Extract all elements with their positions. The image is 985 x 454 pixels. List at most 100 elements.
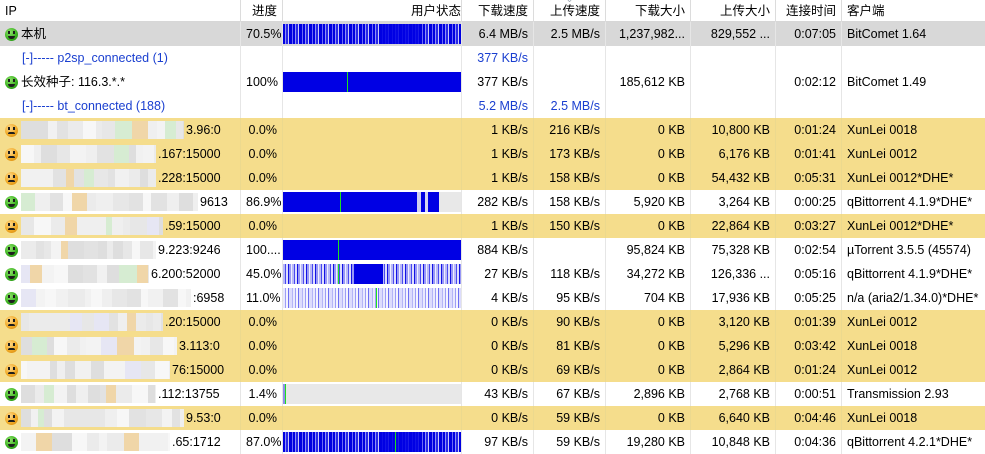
peer-rows-container[interactable]: 本机 70.5% 6.4 MB/s 2.5 MB/s 1,237,982... 829,5… (0, 22, 985, 454)
column-header-dlsize[interactable]: 下载大小 (606, 0, 691, 22)
ip-address-label: .20:15000 (165, 315, 221, 329)
ip-address-label[interactable]: [-]----- bt_connected (188) (22, 99, 166, 113)
cell-ip[interactable]: .59:15000 (0, 214, 241, 238)
column-header-ip[interactable]: IP (0, 0, 241, 22)
cell-ip[interactable]: .65:1712 (0, 430, 241, 454)
column-header-state[interactable]: 用户状态 (283, 0, 462, 22)
column-header-time[interactable]: 连接时间 (776, 0, 842, 22)
cell-ip[interactable]: 3.113:0 (0, 334, 241, 358)
cell-ip[interactable]: 6.200:52000 (0, 262, 241, 286)
table-row[interactable]: :6958 11.0% 4 KB/s 95 KB/s 704 KB 17,936 KB 0:… (0, 286, 985, 310)
column-header-ulsize[interactable]: 上传大小 (691, 0, 776, 22)
cell-ulspd: 81 KB/s (534, 334, 606, 358)
cell-prog-text: 0.0% (248, 147, 278, 161)
cell-ulspd-text: 95 KB/s (556, 291, 600, 305)
cell-ulspd-text: 158 KB/s (549, 195, 600, 209)
table-row[interactable]: 9613 86.9% 282 KB/s 158 KB/s 5,920 KB 3,264 K… (0, 190, 985, 214)
table-row[interactable]: .59:15000 0.0% 1 KB/s 150 KB/s 0 KB 22,864 KB… (0, 214, 985, 238)
table-row[interactable]: 6.200:52000 45.0% 27 KB/s 118 KB/s 34,272 KB… (0, 262, 985, 286)
cell-ip[interactable]: .112:13755 (0, 382, 241, 406)
column-header-ulspd[interactable]: 上传速度⌄ (534, 0, 606, 22)
ip-address-label: 76:15000 (172, 363, 225, 377)
redacted-ip-mosaic (21, 265, 149, 283)
cell-client-text: Transmission 2.93 (847, 387, 949, 401)
cell-client-text: XunLei 0012*DHE* (847, 171, 954, 185)
cell-prog (241, 46, 283, 70)
column-header-dlspd[interactable]: 下载速度 (462, 0, 534, 22)
cell-dlsize-text: 0 KB (657, 315, 685, 329)
table-row[interactable]: .112:13755 1.4% 43 KB/s 67 KB/s 2,896 KB 2,76… (0, 382, 985, 406)
cell-ip[interactable]: 本机 (0, 22, 241, 46)
cell-time-text: 0:01:24 (794, 123, 836, 137)
cell-dlspd: 1 KB/s (462, 118, 534, 142)
cell-ip[interactable]: .20:15000 (0, 310, 241, 334)
cell-ip[interactable]: :6958 (0, 286, 241, 310)
cell-time-text: 0:04:36 (794, 435, 836, 449)
cell-ulsize-text: 6,640 KB (718, 411, 770, 425)
table-row[interactable]: .65:1712 87.0% 97 KB/s 59 KB/s 19,280 KB 10,8… (0, 430, 985, 454)
cell-ip[interactable]: .228:15000 (0, 166, 241, 190)
table-row[interactable]: [-]----- bt_connected (188) 5.2 MB/s 2.5 M… (0, 94, 985, 118)
table-row[interactable]: .228:15000 0.0% 1 KB/s 158 KB/s 0 KB 54,432 K… (0, 166, 985, 190)
cell-time-text: 0:07:05 (794, 27, 836, 41)
cell-client-text: XunLei 0018 (847, 339, 918, 353)
cell-time: 0:00:51 (776, 382, 842, 406)
status-face-green-icon (5, 75, 18, 89)
cell-time-text: 0:01:24 (794, 363, 836, 377)
cell-ip[interactable]: 9613 (0, 190, 241, 214)
cell-ip[interactable]: 9.223:9246 (0, 238, 241, 262)
table-row[interactable]: .20:15000 0.0% 0 KB/s 90 KB/s 0 KB 3,120 KB 0:… (0, 310, 985, 334)
table-row[interactable]: 长效种子: 116.3.*.* 100% 377 KB/s 185,612 KB 0:0… (0, 70, 985, 94)
cell-prog: 1.4% (241, 382, 283, 406)
cell-dlsize-text: 0 KB (657, 123, 685, 137)
progress-position-marker (338, 264, 340, 284)
cell-ulspd-text: 2.5 MB/s (550, 99, 600, 113)
table-row[interactable]: 9.223:9246 100.... 884 KB/s 95,824 KB 75,328… (0, 238, 985, 262)
table-row[interactable]: 76:15000 0.0% 0 KB/s 69 KB/s 0 KB 2,864 KB 0:0… (0, 358, 985, 382)
cell-ip[interactable]: 9.53:0 (0, 406, 241, 430)
cell-dlspd-text: 282 KB/s (477, 195, 528, 209)
cell-ulsize: 5,296 KB (691, 334, 776, 358)
cell-ulsize: 3,264 KB (691, 190, 776, 214)
cell-dlspd-text: 97 KB/s (484, 435, 528, 449)
cell-ulsize-text: 2,768 KB (718, 387, 770, 401)
column-header-label: 进度 (251, 3, 277, 18)
cell-dlsize-text: 0 KB (657, 339, 685, 353)
cell-prog: 0.0% (241, 334, 283, 358)
cell-ip[interactable]: [-]----- p2sp_connected (1) (0, 46, 241, 70)
cell-time: 0:04:36 (776, 430, 842, 454)
cell-ulsize: 829,552 ... (691, 22, 776, 46)
cell-time (776, 94, 842, 118)
ip-address-label: :6958 (193, 291, 225, 305)
cell-ip[interactable]: 长效种子: 116.3.*.* (0, 70, 241, 94)
cell-time-text: 0:00:25 (794, 195, 836, 209)
table-row[interactable]: .167:15000 0.0% 1 KB/s 173 KB/s 0 KB 6,176 KB… (0, 142, 985, 166)
column-header-client[interactable]: 客户端 (842, 0, 985, 22)
table-row[interactable]: 3.113:0 0.0% 0 KB/s 81 KB/s 0 KB 5,296 KB 0:03… (0, 334, 985, 358)
cell-client: BitComet 1.64 (842, 22, 985, 46)
cell-client: XunLei 0018 (842, 334, 985, 358)
cell-time-text: 0:05:31 (794, 171, 836, 185)
column-header-prog[interactable]: 进度 (241, 0, 283, 22)
table-row[interactable]: 3.96:0 0.0% 1 KB/s 216 KB/s 0 KB 10,800 KB 0:0… (0, 118, 985, 142)
table-row[interactable]: 9.53:0 0.0% 0 KB/s 59 KB/s 0 KB 6,640 KB 0:04:… (0, 406, 985, 430)
cell-ip[interactable]: [-]----- bt_connected (188) (0, 94, 241, 118)
cell-dlspd-text: 4 KB/s (491, 291, 528, 305)
cell-dlsize: 0 KB (606, 166, 691, 190)
cell-dlsize: 1,237,982... (606, 22, 691, 46)
ip-address-label[interactable]: [-]----- p2sp_connected (1) (22, 51, 168, 65)
cell-state (283, 142, 462, 166)
redacted-ip-mosaic (21, 433, 170, 451)
cell-ip[interactable]: .167:15000 (0, 142, 241, 166)
table-row[interactable]: 本机 70.5% 6.4 MB/s 2.5 MB/s 1,237,982... 829,5… (0, 22, 985, 46)
table-row[interactable]: [-]----- p2sp_connected (1) 377 KB/s (0, 46, 985, 70)
progress-position-marker (339, 192, 341, 212)
cell-ip[interactable]: 76:15000 (0, 358, 241, 382)
progress-bar (283, 384, 461, 404)
cell-ulsize-text: 10,848 KB (711, 435, 770, 449)
redacted-ip-mosaic (21, 409, 184, 427)
cell-ip[interactable]: 3.96:0 (0, 118, 241, 142)
cell-ulspd: 173 KB/s (534, 142, 606, 166)
